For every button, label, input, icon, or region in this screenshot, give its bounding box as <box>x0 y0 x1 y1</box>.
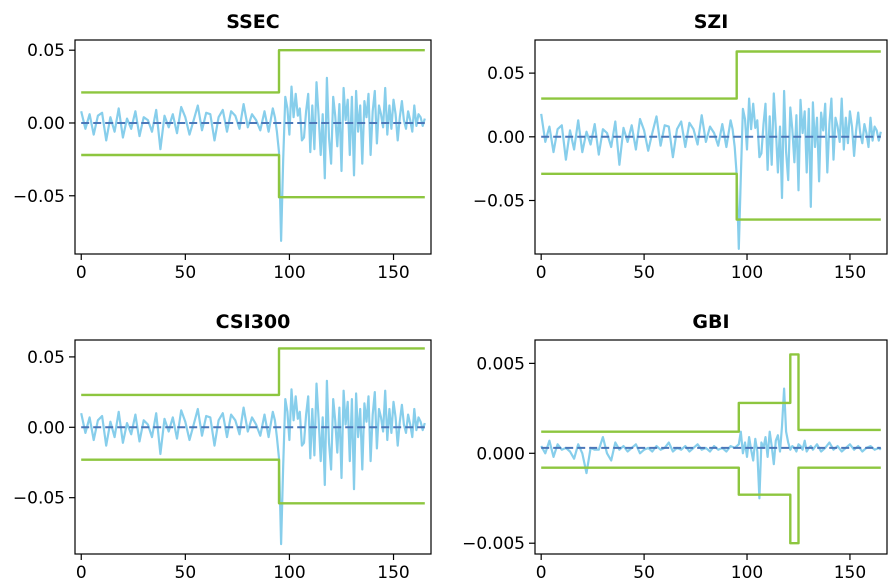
chart-panel: 0 50 100 150 −0.05 0.00 0.05 CSI300 <box>13 311 432 582</box>
y-tick-label: 0.00 <box>487 128 525 148</box>
y-tick-label: −0.05 <box>13 187 65 207</box>
series-upper-band-line <box>541 50 881 100</box>
series-lower-band-line <box>541 172 881 221</box>
x-tick-label: 50 <box>633 563 655 582</box>
series-returns-line <box>540 387 882 500</box>
x-tick-label: 50 <box>175 563 197 582</box>
x-tick-label: 150 <box>377 263 409 283</box>
x-tick-label: 100 <box>731 563 763 582</box>
plot-area <box>80 347 426 546</box>
y-tick-label: −0.005 <box>462 534 525 554</box>
x-tick-label: 0 <box>536 563 547 582</box>
series-upper-band-line <box>541 353 881 433</box>
series-upper-band-line <box>81 347 425 397</box>
x-tick-label: 50 <box>633 263 655 283</box>
chart-title: CSI300 <box>216 311 291 333</box>
x-tick-label: 0 <box>536 263 547 283</box>
series-lower-band-line <box>81 458 425 505</box>
x-tick-label: 150 <box>377 563 409 582</box>
y-tick-label: −0.05 <box>473 192 525 212</box>
series-returns-line <box>80 379 426 546</box>
x-tick-label: 0 <box>76 263 87 283</box>
chart-panel: 0 50 100 150 −0.005 0.000 0.005 GBI <box>462 311 888 582</box>
plot-frame <box>74 339 432 555</box>
series-returns-line <box>80 76 426 242</box>
y-tick-label: 0.005 <box>476 354 525 374</box>
chart-panel: 0 50 100 150 −0.05 0.00 0.05 SSEC <box>13 11 432 283</box>
x-tick-label: 150 <box>834 263 866 283</box>
x-tick-label: 100 <box>731 263 763 283</box>
plot-frame <box>534 339 888 555</box>
y-tick-label: 0.05 <box>27 41 65 61</box>
x-tick-label: 100 <box>273 563 305 582</box>
x-tick-label: 50 <box>175 263 197 283</box>
series-lower-band-line <box>81 153 425 199</box>
plot-frame <box>534 39 888 255</box>
y-tick-label: −0.05 <box>13 489 65 509</box>
y-tick-label: 0.00 <box>27 418 65 438</box>
chart-title: GBI <box>692 311 729 333</box>
series-returns-line <box>540 89 882 250</box>
plot-area <box>540 353 882 545</box>
x-tick-label: 100 <box>273 263 305 283</box>
y-tick-label: 0.05 <box>27 348 65 368</box>
series-upper-band-line <box>81 49 425 94</box>
chart-panel: 0 50 100 150 −0.05 0.00 0.05 SZI <box>473 11 888 283</box>
chart-title: SZI <box>694 11 729 33</box>
series-lower-band-line <box>541 466 881 545</box>
y-tick-label: 0.00 <box>27 114 65 134</box>
plot-area <box>540 50 882 250</box>
chart-title: SSEC <box>226 11 279 33</box>
plot-frame <box>74 39 432 255</box>
x-tick-label: 150 <box>834 563 866 582</box>
plot-area <box>80 49 426 242</box>
y-tick-label: 0.000 <box>476 444 525 464</box>
x-tick-label: 0 <box>76 563 87 582</box>
y-tick-label: 0.05 <box>487 64 525 84</box>
